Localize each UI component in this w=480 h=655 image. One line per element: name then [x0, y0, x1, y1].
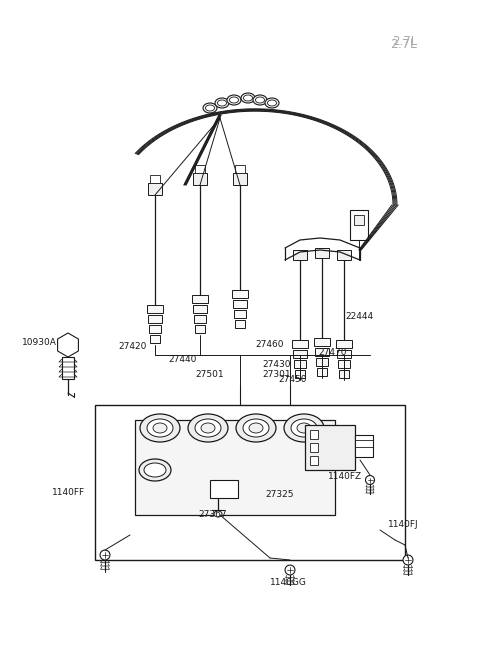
- Bar: [337, 350, 351, 358]
- Ellipse shape: [253, 95, 267, 105]
- Text: 1140FF: 1140FF: [52, 488, 85, 497]
- Ellipse shape: [236, 414, 276, 442]
- Ellipse shape: [203, 103, 217, 113]
- Bar: [194, 315, 206, 323]
- Bar: [350, 210, 368, 240]
- Bar: [292, 340, 308, 348]
- Bar: [310, 456, 318, 465]
- Text: 27430: 27430: [262, 360, 290, 369]
- Ellipse shape: [147, 419, 173, 437]
- Bar: [135, 420, 335, 515]
- Bar: [305, 425, 355, 470]
- Bar: [355, 435, 373, 457]
- Bar: [295, 370, 305, 378]
- Bar: [195, 165, 205, 173]
- Bar: [315, 348, 329, 356]
- Ellipse shape: [265, 98, 279, 108]
- Ellipse shape: [195, 419, 221, 437]
- Bar: [338, 360, 350, 368]
- Circle shape: [365, 476, 374, 485]
- Text: 1140FZ: 1140FZ: [328, 472, 362, 481]
- Bar: [147, 305, 163, 313]
- Bar: [234, 310, 246, 318]
- Ellipse shape: [243, 95, 252, 101]
- Ellipse shape: [227, 95, 241, 105]
- Text: 27440: 27440: [168, 355, 196, 364]
- Text: 27470: 27470: [318, 348, 347, 357]
- Text: 27325: 27325: [265, 490, 293, 499]
- Bar: [150, 175, 160, 183]
- Ellipse shape: [153, 423, 167, 433]
- Ellipse shape: [243, 419, 269, 437]
- Ellipse shape: [215, 98, 229, 108]
- Ellipse shape: [229, 97, 239, 103]
- Text: 22444: 22444: [345, 312, 373, 321]
- Bar: [148, 183, 162, 195]
- Bar: [354, 215, 364, 225]
- Bar: [316, 358, 328, 366]
- Bar: [314, 338, 330, 346]
- Text: 27301: 27301: [262, 370, 290, 379]
- Text: 2.7L: 2.7L: [390, 38, 417, 51]
- Bar: [95, 405, 405, 560]
- Bar: [317, 368, 327, 376]
- Bar: [192, 295, 208, 303]
- Circle shape: [285, 565, 295, 575]
- Ellipse shape: [217, 100, 227, 106]
- Text: 27460: 27460: [255, 340, 284, 349]
- Text: 1140GG: 1140GG: [270, 578, 307, 587]
- Ellipse shape: [214, 511, 222, 517]
- Bar: [315, 248, 329, 258]
- Ellipse shape: [255, 97, 264, 103]
- Bar: [149, 325, 161, 333]
- Ellipse shape: [291, 419, 317, 437]
- Bar: [210, 480, 238, 498]
- Bar: [150, 335, 160, 343]
- Bar: [337, 250, 351, 260]
- Ellipse shape: [205, 105, 215, 111]
- Ellipse shape: [144, 463, 166, 477]
- Text: 10930A: 10930A: [22, 338, 57, 347]
- Bar: [148, 315, 162, 323]
- Ellipse shape: [297, 423, 311, 433]
- Ellipse shape: [267, 100, 276, 106]
- Ellipse shape: [249, 423, 263, 433]
- Bar: [336, 340, 352, 348]
- Ellipse shape: [284, 414, 324, 442]
- Ellipse shape: [201, 423, 215, 433]
- Bar: [294, 360, 306, 368]
- Bar: [235, 320, 245, 328]
- Ellipse shape: [139, 459, 171, 481]
- Bar: [193, 173, 207, 185]
- Circle shape: [403, 555, 413, 565]
- Bar: [233, 300, 247, 308]
- Ellipse shape: [188, 414, 228, 442]
- Circle shape: [100, 550, 110, 560]
- Text: 27420: 27420: [118, 342, 146, 351]
- Text: 27450: 27450: [278, 375, 307, 384]
- Bar: [62, 357, 74, 379]
- Text: 27367: 27367: [198, 510, 227, 519]
- Bar: [310, 443, 318, 452]
- Bar: [235, 165, 245, 173]
- Bar: [293, 250, 307, 260]
- Bar: [195, 325, 205, 333]
- Text: 2.7L: 2.7L: [392, 35, 417, 48]
- Bar: [232, 290, 248, 298]
- Text: 27501: 27501: [195, 370, 224, 379]
- Bar: [193, 305, 207, 313]
- Bar: [293, 350, 307, 358]
- Ellipse shape: [140, 414, 180, 442]
- Bar: [233, 173, 247, 185]
- Ellipse shape: [241, 93, 255, 103]
- Bar: [310, 430, 318, 439]
- Text: 1140FJ: 1140FJ: [388, 520, 419, 529]
- Bar: [339, 370, 349, 378]
